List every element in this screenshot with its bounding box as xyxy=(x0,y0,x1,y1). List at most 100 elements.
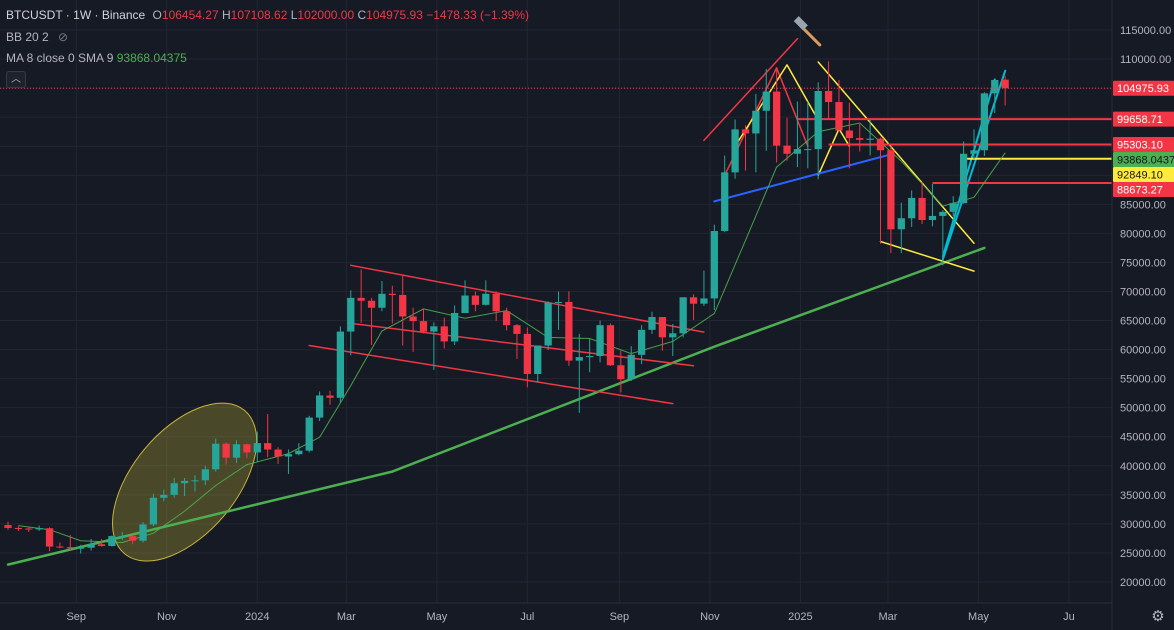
candle-body xyxy=(180,480,189,484)
low-value: 102000.00 xyxy=(297,8,355,22)
high-value: 107108.62 xyxy=(230,8,288,22)
candle xyxy=(928,183,937,227)
candle xyxy=(513,324,521,359)
candle-body xyxy=(554,301,563,303)
candle-body xyxy=(908,197,916,219)
price-label-badge: 93868.04375 xyxy=(1113,151,1174,167)
eye-hidden-icon[interactable]: ⊘ xyxy=(58,30,69,44)
candle xyxy=(284,449,293,474)
candle xyxy=(243,443,251,459)
candle-body xyxy=(274,449,282,457)
candle-body xyxy=(731,129,739,173)
candle-body xyxy=(25,528,33,530)
candle-body xyxy=(502,311,511,326)
candle xyxy=(502,307,511,331)
candle-body xyxy=(939,211,947,216)
candle xyxy=(845,102,853,169)
candle-body xyxy=(170,483,178,495)
price-label-badge: 104975.93 xyxy=(1113,80,1174,96)
candle-body xyxy=(897,218,905,230)
candle-body xyxy=(876,138,885,151)
candle-body xyxy=(14,527,23,529)
price-tick-label: 60000.00 xyxy=(1120,345,1166,357)
candle-body xyxy=(129,536,137,541)
candle-body xyxy=(752,110,760,134)
price-tick-label: 115000.00 xyxy=(1120,25,1171,37)
ma-indicator-legend[interactable]: MA 8 close 0 SMA 9 93868.04375 xyxy=(6,51,187,65)
candle xyxy=(232,440,241,463)
ma-label[interactable]: MA 8 close 0 SMA 9 xyxy=(6,51,114,65)
candle-body xyxy=(617,365,625,380)
time-tick-label: Sep xyxy=(610,611,630,623)
candle-body xyxy=(315,395,324,418)
candle xyxy=(793,101,802,168)
candle xyxy=(554,291,563,330)
candle xyxy=(482,280,490,306)
candle-body xyxy=(232,444,241,458)
bb-indicator-legend[interactable]: BB 20 2 ⊘ xyxy=(6,30,68,44)
candle-body xyxy=(295,450,303,455)
candle xyxy=(212,438,220,472)
candle-body xyxy=(326,395,334,398)
price-tick-label: 20000.00 xyxy=(1120,577,1166,589)
candle xyxy=(25,526,33,533)
candle xyxy=(305,415,313,453)
candle-body xyxy=(492,293,500,312)
candles xyxy=(4,61,1009,554)
candle-body xyxy=(419,321,428,332)
candle xyxy=(170,477,178,498)
price-tick-label: 30000.00 xyxy=(1120,519,1166,531)
candle-body xyxy=(461,295,469,313)
price-tick-label: 65000.00 xyxy=(1120,316,1166,328)
candle-body xyxy=(835,102,843,131)
candle xyxy=(471,291,480,312)
open-value: 106454.27 xyxy=(161,8,219,22)
trendline xyxy=(703,37,799,142)
candle-body xyxy=(4,525,12,528)
candle-body xyxy=(56,546,64,548)
gear-icon[interactable]: ⚙ xyxy=(1151,608,1165,625)
candle-body xyxy=(669,333,677,338)
candle xyxy=(980,92,989,157)
close-value: 104975.93 xyxy=(366,8,423,22)
candle xyxy=(762,68,770,151)
symbol-name[interactable]: BTCUSDT xyxy=(6,8,63,22)
candle-body xyxy=(222,443,230,458)
candle-body xyxy=(949,203,957,212)
price-label-bg xyxy=(1113,181,1174,197)
candle-body xyxy=(336,331,345,398)
candle xyxy=(378,281,386,312)
price-label-badge: 88673.27 xyxy=(1113,181,1174,197)
trendline xyxy=(713,153,892,203)
trendline xyxy=(350,264,705,333)
collapse-legend-button[interactable]: ︿ xyxy=(6,71,26,88)
candle xyxy=(773,68,781,163)
close-label: C xyxy=(357,8,367,22)
candle-body xyxy=(430,326,438,332)
candle xyxy=(367,297,376,345)
candle xyxy=(949,196,957,216)
candle-body xyxy=(959,153,968,204)
price-label-text: 88673.27 xyxy=(1117,184,1163,196)
candle xyxy=(4,521,12,530)
candle-body xyxy=(87,544,95,548)
candle-body xyxy=(45,528,54,547)
price-label-badge: 95303.10 xyxy=(1113,136,1174,152)
interval[interactable]: 1W xyxy=(73,8,92,22)
price-label-bg xyxy=(1113,111,1174,127)
bb-label[interactable]: BB 20 2 xyxy=(6,30,49,44)
candle xyxy=(804,101,812,169)
candle xyxy=(596,320,604,363)
price-label-text: 95303.10 xyxy=(1117,139,1163,151)
time-tick-label: Mar xyxy=(878,611,897,623)
candle xyxy=(991,79,999,114)
candle-body xyxy=(264,443,272,450)
candle xyxy=(689,294,698,320)
candle xyxy=(399,275,407,346)
candle-body xyxy=(139,524,147,541)
candle xyxy=(1001,75,1009,106)
price-tick-label: 110000.00 xyxy=(1120,54,1171,66)
candle-body xyxy=(637,329,646,355)
candle-body xyxy=(66,547,74,549)
